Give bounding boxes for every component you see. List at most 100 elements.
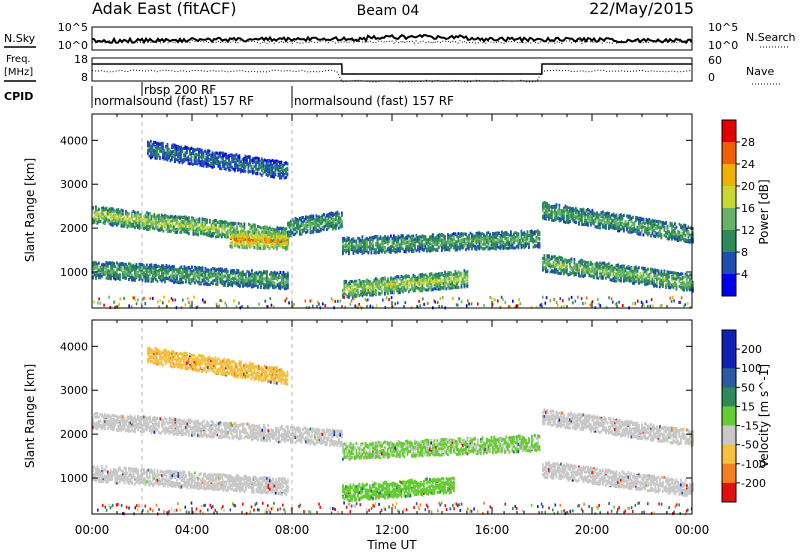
power-cell — [204, 228, 207, 232]
power-cell — [411, 239, 413, 243]
power-cell — [113, 215, 115, 219]
power-cell — [378, 242, 380, 246]
power-cell — [107, 209, 109, 213]
power-cell — [311, 217, 313, 221]
power-cell — [234, 244, 236, 248]
power-cell — [249, 245, 251, 249]
power-cell — [300, 218, 303, 222]
power-cell — [123, 221, 126, 225]
power-cell — [240, 222, 243, 226]
power-cell — [507, 246, 509, 250]
power-cell — [116, 217, 118, 221]
power-cell — [403, 239, 406, 243]
power-cell — [499, 245, 502, 249]
power-cell — [157, 154, 160, 158]
power-cell — [174, 145, 176, 149]
power-cell — [178, 156, 181, 160]
power-cell — [122, 209, 124, 213]
power-cell — [507, 242, 509, 246]
power-cell — [378, 250, 380, 254]
power-cell — [271, 169, 274, 173]
power-cell — [148, 144, 151, 148]
power-cell — [373, 251, 376, 255]
power-cell — [174, 215, 177, 218]
power-cell — [171, 224, 174, 228]
power-cell — [177, 225, 180, 229]
power-cell — [584, 216, 586, 220]
power-cell — [138, 220, 141, 224]
power-cell — [543, 214, 546, 218]
power-cell — [549, 205, 552, 209]
power-cell — [250, 243, 253, 247]
power-data-layer — [92, 139, 694, 310]
power-cell — [204, 218, 207, 222]
power-cell — [346, 244, 349, 248]
power-cell — [424, 241, 427, 245]
power-cell — [229, 230, 232, 234]
power-cell — [327, 216, 330, 220]
power-cell — [102, 212, 105, 216]
power-cell — [451, 242, 454, 246]
power-cell — [290, 229, 292, 233]
power-cell — [426, 248, 428, 252]
power-cell — [594, 220, 597, 224]
power-cell — [200, 224, 202, 228]
power-cell — [255, 233, 257, 237]
power-cell — [280, 236, 283, 240]
power-cell — [158, 222, 160, 226]
power-cell — [400, 241, 403, 245]
power-cell — [270, 231, 272, 235]
power-cell — [191, 222, 193, 226]
power-cell — [282, 171, 284, 175]
power-cell — [177, 148, 179, 152]
power-cell — [352, 250, 355, 254]
cpid-program-2: normalsound (fast) 157 RF — [294, 94, 454, 108]
power-cell — [102, 206, 105, 210]
power-cell — [346, 247, 349, 251]
power-cell — [117, 208, 120, 212]
power-cell — [240, 227, 243, 231]
power-cell — [472, 242, 475, 246]
power-cell — [231, 221, 234, 225]
power-cell — [96, 265, 99, 269]
power-cell — [341, 214, 343, 217]
power-cell — [489, 237, 491, 241]
power-cell — [147, 148, 149, 152]
power-cell — [514, 238, 517, 242]
power-cell — [277, 232, 280, 236]
power-cell — [314, 221, 316, 225]
power-cell — [397, 242, 400, 246]
power-cell — [131, 215, 133, 219]
power-cell — [111, 214, 114, 218]
power-cell — [131, 224, 133, 228]
power-cell — [98, 216, 100, 220]
power-cell — [104, 217, 106, 221]
power-cell — [508, 233, 511, 237]
power-cell — [388, 239, 391, 243]
power-cell — [277, 236, 280, 239]
power-cell — [393, 236, 395, 240]
power-cell — [213, 222, 216, 226]
power-cell — [186, 148, 188, 152]
power-cell — [190, 155, 193, 159]
power-cell — [231, 241, 233, 245]
power-cell — [161, 213, 163, 217]
power-cell — [460, 232, 463, 236]
power-cell — [168, 229, 171, 233]
power-cell — [137, 215, 139, 219]
power-cell — [364, 243, 367, 247]
power-cell — [323, 227, 325, 231]
power-cell — [271, 241, 274, 245]
power-cell — [264, 230, 267, 234]
power-cell — [240, 224, 243, 228]
power-cell — [294, 221, 297, 225]
power-cell — [486, 241, 488, 245]
power-cell — [420, 237, 422, 241]
power-cell — [174, 219, 177, 223]
power-cell — [171, 228, 174, 232]
power-cell — [265, 236, 268, 240]
power-cell — [447, 246, 449, 250]
power-cell — [507, 232, 509, 236]
power-cell — [483, 236, 485, 240]
power-cell — [291, 223, 294, 227]
